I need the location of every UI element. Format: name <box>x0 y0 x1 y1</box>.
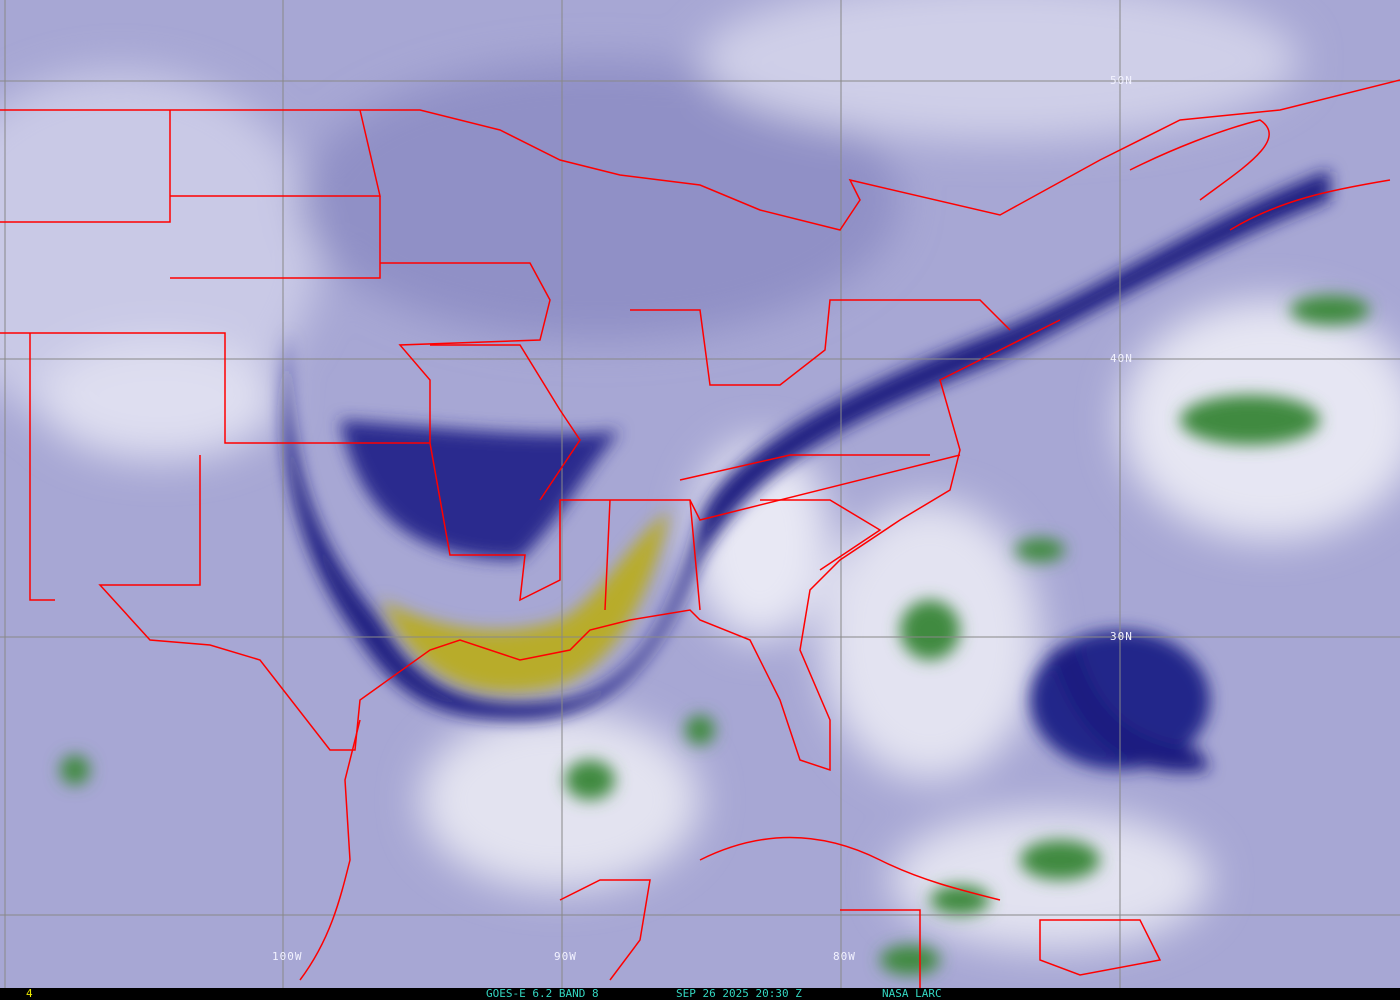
footer-bar: 4 GOES-E 6.2 BAND 8 SEP 26 2025 20:30 Z … <box>0 988 1400 1000</box>
frame-number: 4 <box>26 987 33 1000</box>
cloud-tops <box>60 295 1370 975</box>
lat-label-40n: 40N <box>1110 352 1133 365</box>
credit-label: NASA LARC <box>882 987 942 1000</box>
high-signal-band <box>380 510 670 693</box>
lat-label-30n: 30N <box>1110 630 1133 643</box>
product-label: GOES-E 6.2 BAND 8 <box>486 987 599 1000</box>
lon-label-90w: 90W <box>554 950 577 963</box>
lon-label-80w: 80W <box>833 950 856 963</box>
lat-label-50n: 50N <box>1110 74 1133 87</box>
lon-label-100w: 100W <box>272 950 303 963</box>
political-borders <box>0 79 1400 988</box>
datetime-label: SEP 26 2025 20:30 Z <box>676 987 802 1000</box>
